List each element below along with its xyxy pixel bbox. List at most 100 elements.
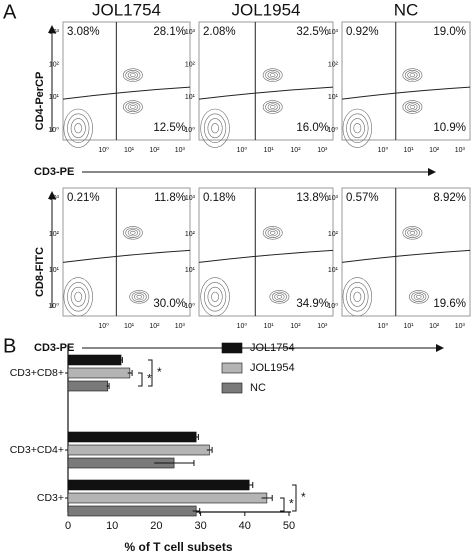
bar	[67, 479, 250, 491]
contour	[136, 294, 142, 299]
y-tick-label: 10¹	[49, 267, 60, 274]
panel-label: B	[3, 335, 16, 357]
y-tick-label: CD3+CD4+	[10, 444, 64, 456]
x-tick-label: 10²	[149, 323, 160, 330]
contour	[203, 113, 227, 143]
contour	[203, 282, 227, 312]
error-bar	[119, 357, 123, 363]
x-tick-label: 10²	[429, 323, 440, 330]
column-title: JOL1954	[232, 0, 301, 19]
y-tick-label: 10³	[49, 195, 60, 202]
y-tick-label: 10¹	[185, 94, 196, 101]
significance: *	[301, 490, 306, 504]
contour	[411, 291, 427, 302]
y-tick-label: 10⁰	[327, 126, 338, 134]
quadrant-value: 0.18%	[203, 192, 236, 204]
contour	[404, 101, 420, 113]
contour	[346, 113, 369, 143]
contour	[127, 71, 138, 79]
bar	[67, 492, 268, 504]
x-axis-label: % of T cell subsets	[124, 540, 232, 554]
contour	[342, 108, 373, 148]
x-tick-label: 40	[239, 520, 251, 532]
contour	[67, 113, 90, 143]
contour	[125, 101, 141, 113]
contour	[74, 123, 83, 134]
bracket	[148, 359, 153, 387]
contour	[200, 108, 230, 148]
contour	[349, 286, 365, 307]
bar	[67, 367, 131, 379]
legend-label: JOL1954	[250, 362, 295, 374]
contour	[416, 294, 422, 299]
contour	[342, 277, 373, 317]
error-bar	[106, 383, 110, 389]
y-tick-label: CD3+	[37, 492, 64, 504]
x-axis-label: CD3-PE	[34, 342, 74, 354]
error-bar	[127, 370, 133, 376]
error-bar	[206, 447, 213, 453]
contour	[131, 291, 147, 302]
x-tick-label: 10¹	[403, 323, 414, 330]
x-tick-label: 10⁰	[237, 146, 248, 154]
contour	[269, 290, 290, 304]
y-tick-label: 10¹	[49, 94, 60, 101]
contour	[402, 226, 423, 240]
y-tick-label: 10³	[328, 195, 339, 202]
contour	[276, 294, 283, 299]
x-axis-label: CD3-PE	[34, 166, 74, 178]
contour	[67, 282, 90, 312]
bar	[67, 431, 197, 443]
y-tick-label: 10²	[49, 62, 60, 69]
panel-label: A	[3, 1, 17, 23]
x-tick-label: 10²	[149, 147, 160, 154]
x-tick-label: 10¹	[124, 147, 135, 154]
x-tick-label: 10²	[290, 147, 301, 154]
contour	[407, 103, 418, 111]
contour	[262, 68, 283, 82]
quadrant-value: 16.0%	[296, 122, 329, 134]
contour	[270, 230, 276, 235]
y-tick-label: 10¹	[185, 267, 196, 274]
x-tick-label: 10³	[175, 323, 186, 330]
quadrant-value: 30.0%	[153, 298, 186, 310]
contour	[407, 71, 418, 79]
plot-frame	[62, 187, 191, 317]
contour	[402, 100, 423, 114]
contour	[70, 118, 86, 139]
x-tick-label: 10³	[455, 147, 466, 154]
x-tick-label: 10³	[317, 323, 328, 330]
significance: *	[289, 497, 294, 511]
quadrant-value: 0.21%	[67, 192, 100, 204]
contour	[404, 227, 420, 238]
quadrant-value: 12.5%	[153, 122, 186, 134]
quadrant-value: 8.92%	[433, 192, 466, 204]
contour	[265, 69, 281, 81]
contour	[130, 73, 136, 78]
x-tick-label: 10¹	[403, 147, 414, 154]
plot-frame	[198, 187, 334, 317]
x-tick-label: 0	[65, 520, 71, 532]
contour	[70, 286, 86, 307]
contour	[129, 290, 150, 304]
contour	[404, 69, 420, 81]
quadrant-value: 32.5%	[296, 26, 329, 38]
contour	[402, 68, 423, 82]
contour	[265, 101, 281, 113]
bar	[67, 354, 122, 366]
contour	[267, 71, 278, 79]
error-bar	[154, 460, 195, 466]
contour	[346, 282, 369, 312]
contour	[262, 100, 283, 114]
x-tick-label: 10³	[317, 147, 328, 154]
contour	[274, 293, 285, 301]
y-tick-label: 10²	[328, 62, 339, 69]
y-tick-label: 10¹	[328, 267, 339, 274]
contour	[127, 103, 138, 111]
x-tick-label: 10⁰	[98, 146, 109, 154]
x-tick-label: 10¹	[124, 323, 135, 330]
x-tick-label: 30	[194, 520, 206, 532]
contour	[122, 100, 143, 114]
error-bar	[193, 434, 199, 440]
error-bar	[192, 508, 201, 514]
